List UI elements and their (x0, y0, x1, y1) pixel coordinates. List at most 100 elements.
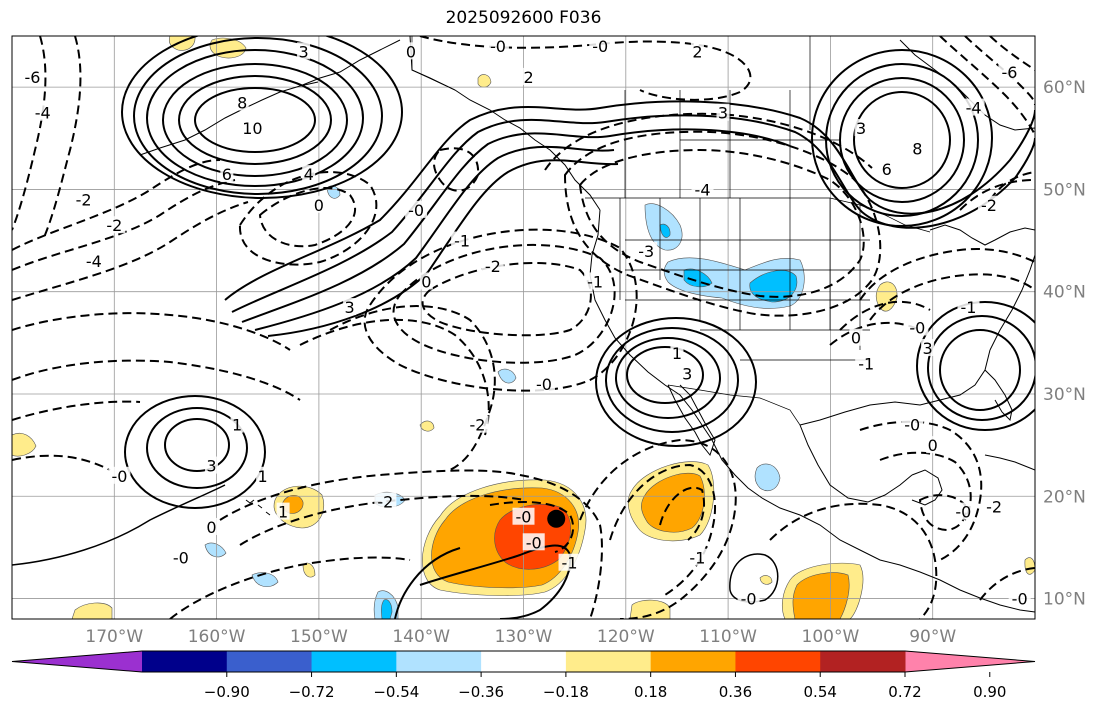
contour-label-background (686, 548, 709, 566)
contour-label-background (589, 37, 612, 55)
coastline-gulf-west (799, 424, 913, 503)
contour-label: 1 (232, 416, 242, 435)
contour-label: 3 (298, 42, 308, 61)
colorbar-segment (650, 651, 736, 672)
colorbar-extend-low (12, 651, 142, 672)
colorbar-extend-high (905, 651, 1035, 672)
contour-label: -0 (490, 37, 506, 56)
positive-anomaly-region (629, 599, 671, 619)
longitude-label: 130°W (495, 627, 553, 647)
contour-label-background (977, 195, 1000, 213)
contour-label-background (169, 548, 192, 566)
province-borders (624, 36, 840, 198)
contour-solid (615, 337, 721, 419)
colorbar-tick-labels: −0.90 −0.72 −0.54 −0.36 −0.18 0.18 0.36 0.54 0.7… (204, 672, 1006, 701)
contour-solid (394, 547, 461, 619)
coastline-florida (984, 369, 1013, 422)
contour-label-background (522, 533, 545, 551)
border-us-mexico (667, 384, 801, 426)
latitude-label: 40°N (1043, 283, 1086, 303)
contour-solid (939, 329, 1021, 411)
contour-label-background (1008, 589, 1031, 607)
contour-label-background (854, 119, 868, 137)
contour-solid (241, 128, 791, 323)
contour-dashed (421, 261, 592, 337)
contour-label-background (849, 328, 863, 346)
contour-label-background (451, 231, 474, 249)
longitude-label: 160°W (188, 627, 246, 647)
contour-label-background (256, 466, 270, 484)
latitude-label: 10°N (1043, 590, 1086, 610)
contour-label: -6 (1001, 63, 1017, 82)
contour-label: -0 (955, 503, 971, 522)
contour-label: 4 (304, 165, 314, 184)
contour-dashed (169, 556, 411, 619)
contour-label: -2 (377, 492, 393, 511)
contour-label: -0 (909, 319, 925, 338)
contour-label-background (419, 272, 433, 290)
contour-label: 2 (524, 68, 534, 87)
latitude-label: 20°N (1043, 487, 1086, 507)
contour-label-background (998, 62, 1021, 80)
map-frame-border (11, 35, 1036, 620)
contour-label: -2 (485, 257, 501, 276)
contour-dashed (579, 438, 737, 619)
contour-solid (162, 63, 348, 177)
contour-label-background (404, 42, 418, 60)
contour-dashed (989, 36, 1035, 71)
contour-label-background (952, 502, 975, 520)
latitude-label: 30°N (1043, 385, 1086, 405)
contour-dashed (299, 318, 490, 436)
colorbar-tick-label: −0.90 (204, 683, 250, 701)
contour-label-background (910, 139, 924, 157)
contour-dashed (433, 147, 480, 192)
contour-label-background (486, 37, 509, 55)
positive-anomaly-region (477, 74, 492, 88)
map-title: 2025092600 F036 (445, 8, 602, 28)
contour-label: -0 (1012, 590, 1028, 609)
contour-solid (267, 159, 619, 337)
contour-label: -0 (536, 375, 552, 394)
longitude-label: 150°W (290, 627, 348, 647)
contour-label: 2 (692, 42, 702, 61)
contour-solid (825, 63, 979, 217)
contour-label: -4 (35, 104, 51, 123)
contour-label: -1 (562, 554, 578, 573)
contour-label: -0 (111, 467, 127, 486)
contour-label-background (558, 553, 581, 571)
contour-dashed (544, 112, 873, 171)
contour-label-background (204, 517, 218, 535)
contour-label: 0 (206, 518, 216, 537)
contour-label: 10 (242, 119, 262, 138)
contour-label-background (901, 415, 924, 433)
contour-label: -1 (587, 272, 603, 291)
colorbar-tick-label: 0.54 (804, 683, 837, 701)
contour-label: 8 (912, 140, 922, 159)
contour-label: 6 (222, 165, 232, 184)
colorbar-segment (481, 651, 567, 672)
contour-label: 0 (314, 196, 324, 215)
positive-anomaly-region (12, 432, 37, 457)
contour-label: -2 (986, 497, 1002, 516)
colorbar-segment (735, 651, 821, 672)
coastline-cuba (984, 454, 1035, 471)
contour-label-background (235, 93, 249, 111)
contour-label-background (962, 98, 985, 116)
colorbar-segment (311, 651, 397, 672)
contour-dashed (239, 494, 526, 546)
contour-label: 6 (882, 160, 892, 179)
contour-label: -0 (173, 549, 189, 568)
colorbar-tick-label: 0.18 (634, 683, 667, 701)
contour-label-background (906, 318, 929, 336)
contour-dashed (363, 228, 638, 392)
contour-solid (194, 87, 316, 153)
contour-label-background (880, 159, 894, 177)
contour-label-background (72, 190, 95, 208)
coastline-yucatan (911, 469, 943, 506)
contour-label: -0 (516, 508, 532, 527)
negative-anomaly-region (659, 223, 671, 238)
colorbar-segment (820, 651, 906, 672)
contour-label-background (302, 165, 316, 183)
negative-anomaly-region (683, 268, 713, 288)
